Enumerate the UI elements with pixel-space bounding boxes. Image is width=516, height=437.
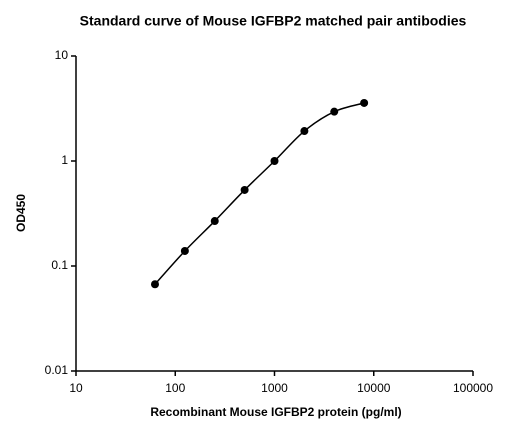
x-tick-label: 10 [69, 381, 83, 395]
y-tick-label: 0.01 [45, 363, 69, 377]
y-axis-label: OD450 [14, 194, 28, 232]
data-point [360, 98, 369, 107]
data-point [330, 107, 339, 116]
x-tick-label: 10000 [357, 381, 391, 395]
fit-curve [154, 102, 365, 285]
y-tick-label: 1 [61, 153, 68, 167]
x-tick-label: 100 [165, 381, 185, 395]
data-point [270, 157, 279, 165]
x-tick-label: 100000 [453, 381, 493, 395]
data-point [300, 127, 309, 136]
data-point [240, 185, 249, 194]
x-axis-label: Recombinant Mouse IGFBP2 protein (pg/ml) [150, 405, 401, 419]
data-point [210, 217, 219, 226]
chart-title: Standard curve of Mouse IGFBP2 matched p… [80, 13, 467, 29]
data-point [180, 246, 189, 255]
data-point [150, 280, 159, 289]
y-tick-label: 0.1 [51, 258, 68, 272]
y-tick-label: 10 [55, 48, 69, 62]
x-tick-label: 1000 [261, 381, 288, 395]
